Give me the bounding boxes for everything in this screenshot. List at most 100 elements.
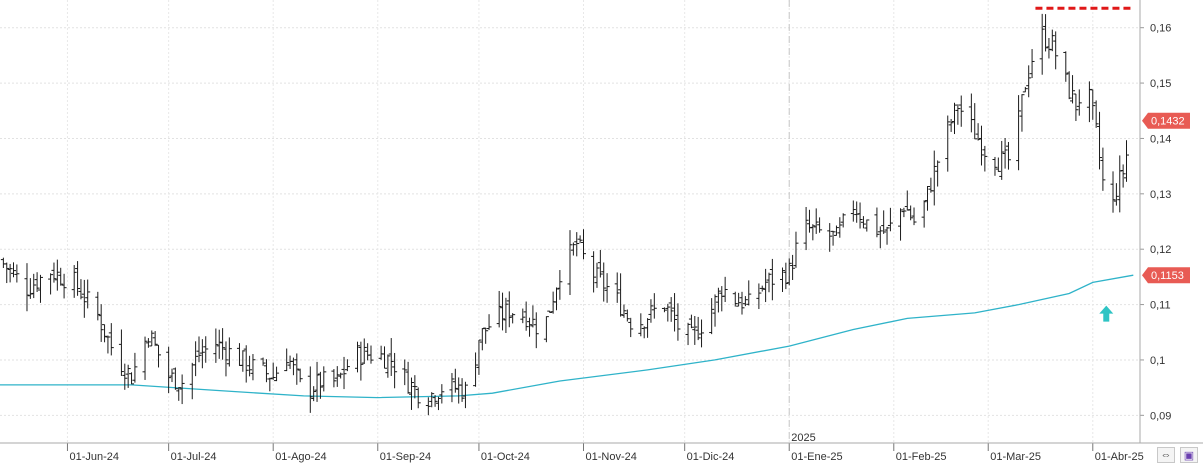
save-icon[interactable]: ▣ [1180,447,1198,463]
ohlc-bar [1029,49,1035,79]
ohlc-bar [503,297,509,334]
ohlc-bar [618,273,624,317]
link-icon[interactable]: ⇔ [1157,447,1175,463]
ohlc-bar [122,363,128,390]
ohlc-bar [594,262,600,288]
ohlc-bar [361,338,367,364]
ohlc-bar [999,140,1005,180]
ohlc-bar [297,368,303,383]
y-tick-label: 0,09 [1150,410,1171,422]
ohlc-bar [129,372,135,385]
ohlc-bar [1090,89,1096,120]
ohlc-bar [945,115,951,172]
ohlc-bar [898,208,904,241]
ohlc-bar [577,235,583,244]
ohlc-bar [220,328,226,360]
ohlc-bar [169,368,175,383]
ohlc-bar [688,314,694,329]
ohlc-bar [166,346,172,394]
ohlc-bar [125,364,131,388]
ohlc-bar [338,372,344,379]
ohlc-bar [672,293,678,332]
ohlc-bar [321,366,327,392]
ohlc-bar [604,273,610,303]
ohlc-bar [601,262,607,302]
ohlc-bar [412,375,418,399]
ohlc-bar [732,291,738,307]
ohlc-bar [486,314,492,330]
ohlc-bar [476,339,482,375]
ohlc-bar [827,223,833,252]
ohlc-bar [105,335,111,354]
ohlc-bar [621,304,627,318]
ohlc-bar [10,262,16,278]
ohlc-bar [982,145,988,172]
ohlc-bar [75,261,81,296]
ohlc-bar [648,299,654,323]
ohlc-bar [766,272,772,293]
ohlc-bar [31,273,37,299]
ohlc-bar [638,313,644,337]
ohlc-bar [462,381,468,409]
ohlc-bar [7,263,13,283]
ohlc-bar [1093,100,1099,128]
ohlc-bar [1100,147,1106,191]
ohlc-bar [624,309,630,322]
x-tick-label: 01-Nov-24 [585,451,636,463]
ohlc-bar [709,298,715,335]
y-tick-label: 0,1 [1150,355,1165,367]
ohlc-bar [213,328,219,363]
ohlc-bar [358,341,364,381]
ohlc-bar [736,292,742,307]
ohlc-bar [152,331,158,347]
y-tick-label: 0,15 [1150,78,1171,90]
ohlc-bar [739,291,745,315]
ohlc-bar [840,213,846,228]
ohlc-bar [24,263,30,312]
ohlc-bar [884,226,890,245]
ohlc-bar [837,217,843,238]
ohlc-bar [580,229,586,260]
ohlc-bar [567,230,573,295]
ohlc-bar [435,396,441,411]
ohlc-bar [901,207,907,218]
ohlc-bar [58,267,64,286]
ohlc-bar [247,355,253,377]
ohlc-bar [695,316,701,341]
ohlc-bar [786,258,792,286]
ohlc-bar [307,366,313,413]
x-tick-label: 01-Dic-24 [687,451,735,463]
ohlc-bar [331,369,337,388]
ohlc-bar [520,308,526,324]
ohlc-bar [51,262,57,283]
last-price-label-box [1142,112,1190,129]
ohlc-bar [931,150,937,206]
ohlc-bar [864,219,870,232]
ohlc-bar [250,354,256,381]
ohlc-bar [614,272,620,303]
ohlc-bar [921,200,927,228]
ohlc-bar [628,317,634,338]
ohlc-bar [1002,137,1008,169]
ohlc-bar [500,292,506,331]
ohlc-bar [783,262,789,290]
ohlc-bar [263,359,269,383]
ohlc-bar [216,329,222,359]
ohlc-bar [385,354,391,378]
ohlc-bar [14,264,20,283]
ohlc-bar [118,329,124,376]
ohlc-bar [935,160,941,187]
moving-average-line [0,274,1134,399]
ohlc-bar [368,345,374,364]
moving-average-layer [0,274,1134,399]
ohlc-bar [651,293,657,319]
ohlc-bar [85,279,91,309]
ohlc-bar [992,156,998,176]
ohlc-bar [473,352,479,387]
ohlc-bar [692,315,698,345]
ohlc-bar [597,250,603,278]
ohlc-bar [881,210,887,234]
ohlc-bar [176,387,182,401]
ohlc-bar [1053,31,1059,70]
